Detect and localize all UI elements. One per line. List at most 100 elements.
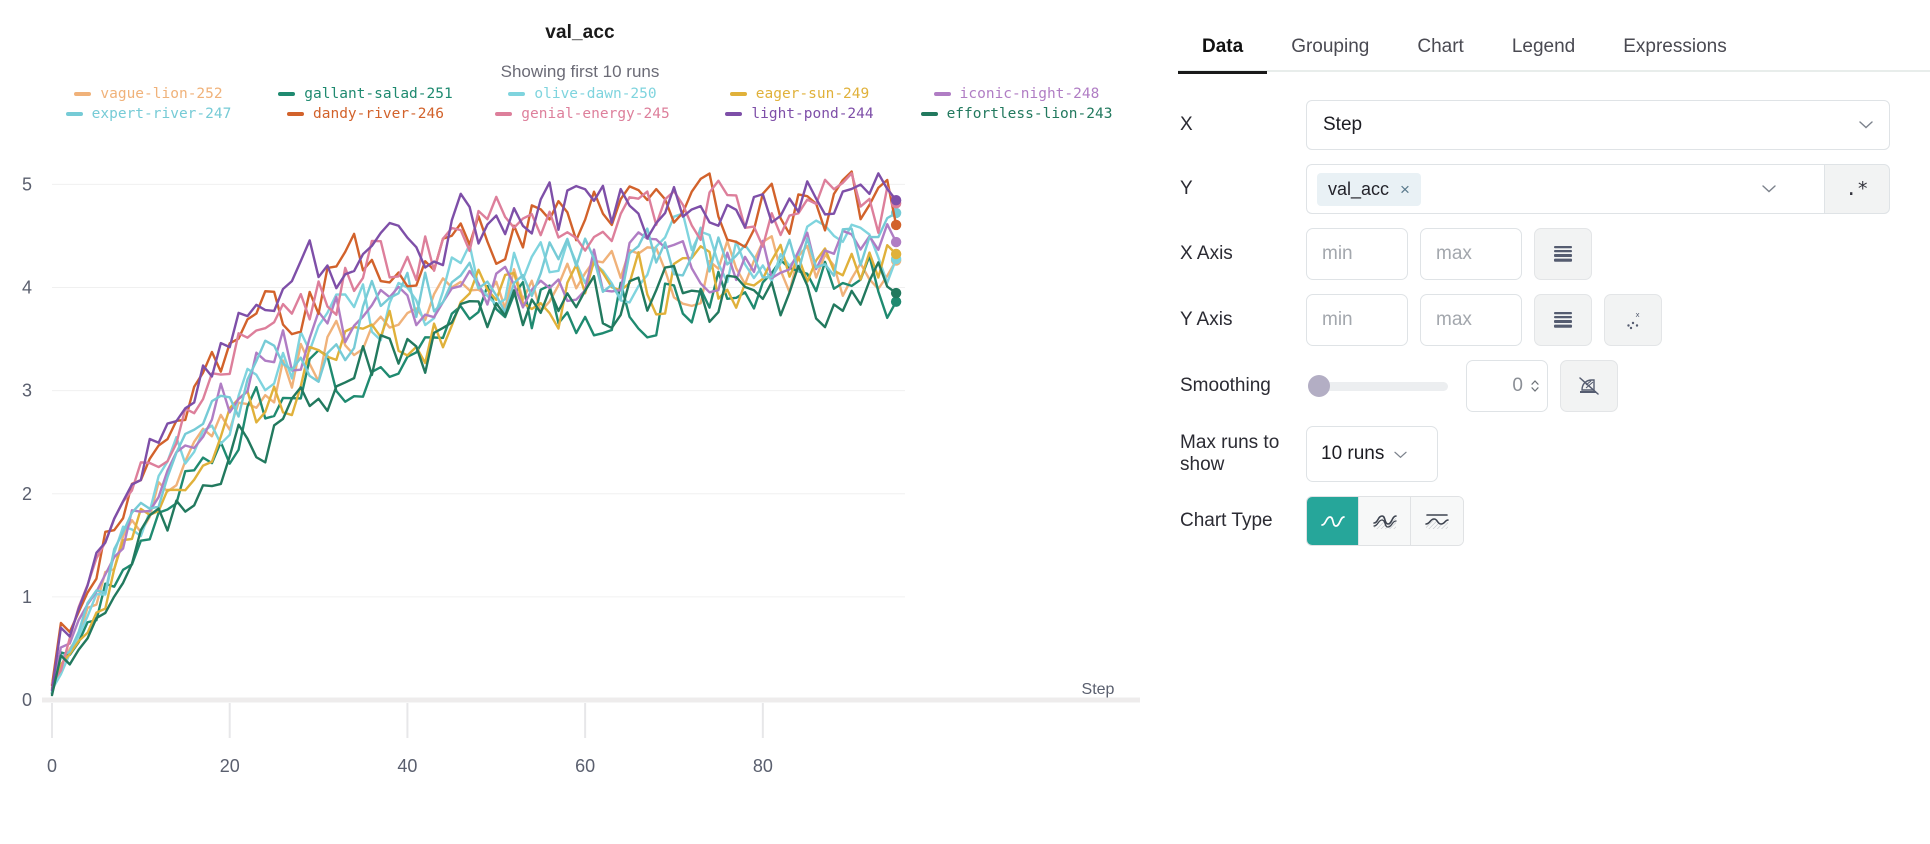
legend-item[interactable]: olive-dawn-250 xyxy=(474,86,691,102)
chart-title: val_acc xyxy=(545,22,615,43)
y-metric-chip-label: val_acc xyxy=(1328,178,1390,199)
tab-data[interactable]: Data xyxy=(1178,26,1268,74)
legend-item[interactable]: effortless-lion-243 xyxy=(908,106,1125,122)
chart-type-label: Chart Type xyxy=(1180,509,1273,531)
max-runs-select[interactable]: 10 runs xyxy=(1306,426,1438,482)
series-line[interactable] xyxy=(50,235,898,694)
settings-tabbar: Data Grouping Chart Legend Expressions xyxy=(1160,0,1930,74)
regex-toggle-button[interactable]: .* xyxy=(1824,164,1890,214)
grid-lines xyxy=(52,183,905,598)
series-endpoint-dot[interactable] xyxy=(890,248,902,260)
close-icon[interactable]: × xyxy=(1400,179,1410,199)
series-line[interactable] xyxy=(50,172,898,685)
smoothing-slider-thumb[interactable] xyxy=(1308,375,1330,397)
legend-item[interactable]: light-pond-244 xyxy=(691,106,908,122)
x-axis-min-input[interactable] xyxy=(1306,228,1408,280)
legend-item-label: olive-dawn-250 xyxy=(534,86,657,102)
y-select[interactable]: val_acc × xyxy=(1306,164,1824,214)
tab-grouping[interactable]: Grouping xyxy=(1267,26,1393,72)
legend-item[interactable]: gallant-salad-251 xyxy=(257,86,474,102)
legend-color-swatch xyxy=(287,112,305,116)
x-field-row: X Step xyxy=(1180,100,1890,150)
svg-text:40: 40 xyxy=(397,756,417,776)
series-line[interactable] xyxy=(50,254,898,695)
y-metric-chip[interactable]: val_acc × xyxy=(1317,172,1421,206)
series-endpoint-dot[interactable] xyxy=(890,194,902,206)
series-line[interactable] xyxy=(50,212,898,691)
legend-color-swatch xyxy=(74,92,92,96)
series-endpoint-dot[interactable] xyxy=(890,236,902,248)
x-axis-row: X Axis xyxy=(1180,228,1890,280)
legend-item-label: vague-lion-252 xyxy=(100,86,223,102)
svg-text:3: 3 xyxy=(22,381,32,401)
legend-item-label: dandy-river-246 xyxy=(313,106,444,122)
max-runs-row: Max runs to show 10 runs xyxy=(1180,426,1890,482)
legend-item-label: gallant-salad-251 xyxy=(304,86,453,102)
series-endpoint-dot[interactable] xyxy=(890,219,902,231)
series-line[interactable] xyxy=(50,172,898,692)
svg-text:0: 0 xyxy=(47,756,57,776)
chart-type-area-button[interactable] xyxy=(1359,497,1411,545)
smoothing-apply-to-all-button[interactable] xyxy=(1560,360,1618,412)
tab-legend[interactable]: Legend xyxy=(1488,26,1599,72)
y-axis-max-input[interactable] xyxy=(1420,294,1522,346)
y-axis-ticks: 0 1 2 3 4 5 xyxy=(22,174,32,710)
y-axis-log-scale-button[interactable] xyxy=(1534,294,1592,346)
tab-chart[interactable]: Chart xyxy=(1393,26,1487,72)
legend-item-label: effortless-lion-243 xyxy=(946,106,1113,122)
x-select-value: Step xyxy=(1323,114,1363,135)
max-runs-value: 10 runs xyxy=(1321,443,1385,464)
legend-item[interactable]: expert-river-247 xyxy=(40,106,257,122)
legend-item[interactable]: iconic-night-248 xyxy=(908,86,1125,102)
chart-type-group xyxy=(1306,496,1464,546)
svg-text:20: 20 xyxy=(220,756,240,776)
series-line[interactable] xyxy=(50,223,898,695)
x-select[interactable]: Step xyxy=(1306,100,1890,150)
y-axis-row: Y Axis x xyxy=(1180,294,1890,346)
smoothing-row: Smoothing 0 xyxy=(1180,360,1890,412)
chart-type-line-button[interactable] xyxy=(1307,497,1359,545)
y-field-row: Y val_acc × .* xyxy=(1180,164,1890,214)
legend-color-swatch xyxy=(278,92,296,96)
legend-color-swatch xyxy=(933,92,951,96)
svg-text:80: 80 xyxy=(753,756,773,776)
series-lines xyxy=(50,170,902,697)
legend-item[interactable]: vague-lion-252 xyxy=(40,86,257,102)
chart-subtitle: Showing first 10 runs xyxy=(500,62,660,81)
legend-item-label: light-pond-244 xyxy=(751,106,874,122)
tab-expressions[interactable]: Expressions xyxy=(1599,26,1751,72)
legend-item[interactable]: dandy-river-246 xyxy=(257,106,474,122)
plot-area[interactable]: 0 1 2 3 4 5 0 20 40 60 80 Step xyxy=(0,130,1160,810)
chevron-down-icon xyxy=(1762,183,1776,196)
series-line[interactable] xyxy=(50,211,898,694)
smoothing-slider[interactable] xyxy=(1308,375,1448,397)
stepper-arrows-icon[interactable] xyxy=(1530,378,1540,394)
y-axis-min-input[interactable] xyxy=(1306,294,1408,346)
svg-text:5: 5 xyxy=(22,174,32,194)
series-endpoint-dot[interactable] xyxy=(890,296,902,307)
max-runs-label: Max runs to show xyxy=(1180,431,1280,475)
legend-color-swatch xyxy=(920,112,938,116)
chart-type-filled-area-button[interactable] xyxy=(1411,497,1463,545)
legend-item[interactable]: eager-sun-249 xyxy=(691,86,908,102)
y-axis-outliers-button[interactable]: x xyxy=(1604,294,1662,346)
legend-item[interactable]: genial-energy-245 xyxy=(474,106,691,122)
chart-legend: vague-lion-252 gallant-salad-251 olive-daw… xyxy=(40,86,1125,122)
line-chart-svg[interactable]: 0 1 2 3 4 5 0 20 40 60 80 Step xyxy=(0,130,1160,810)
legend-item-label: genial-energy-245 xyxy=(521,106,670,122)
series-line[interactable] xyxy=(50,243,898,690)
series-endpoint-dot[interactable] xyxy=(890,287,902,299)
chart-panel: val_acc Showing first 10 runs vague-lion… xyxy=(0,22,1160,810)
x-axis-log-scale-button[interactable] xyxy=(1534,228,1592,280)
legend-item-label: eager-sun-249 xyxy=(755,86,870,102)
x-axis-title: Step xyxy=(1082,681,1115,698)
x-axis-max-input[interactable] xyxy=(1420,228,1522,280)
series-line[interactable] xyxy=(50,261,898,697)
series-line[interactable] xyxy=(50,170,898,687)
chart-type-row: Chart Type xyxy=(1180,496,1890,546)
smoothing-value-stepper[interactable]: 0 xyxy=(1466,360,1548,412)
legend-color-swatch xyxy=(725,112,743,116)
smoothing-value: 0 xyxy=(1512,375,1523,396)
chevron-down-icon xyxy=(1859,119,1873,132)
y-label: Y xyxy=(1180,177,1193,199)
